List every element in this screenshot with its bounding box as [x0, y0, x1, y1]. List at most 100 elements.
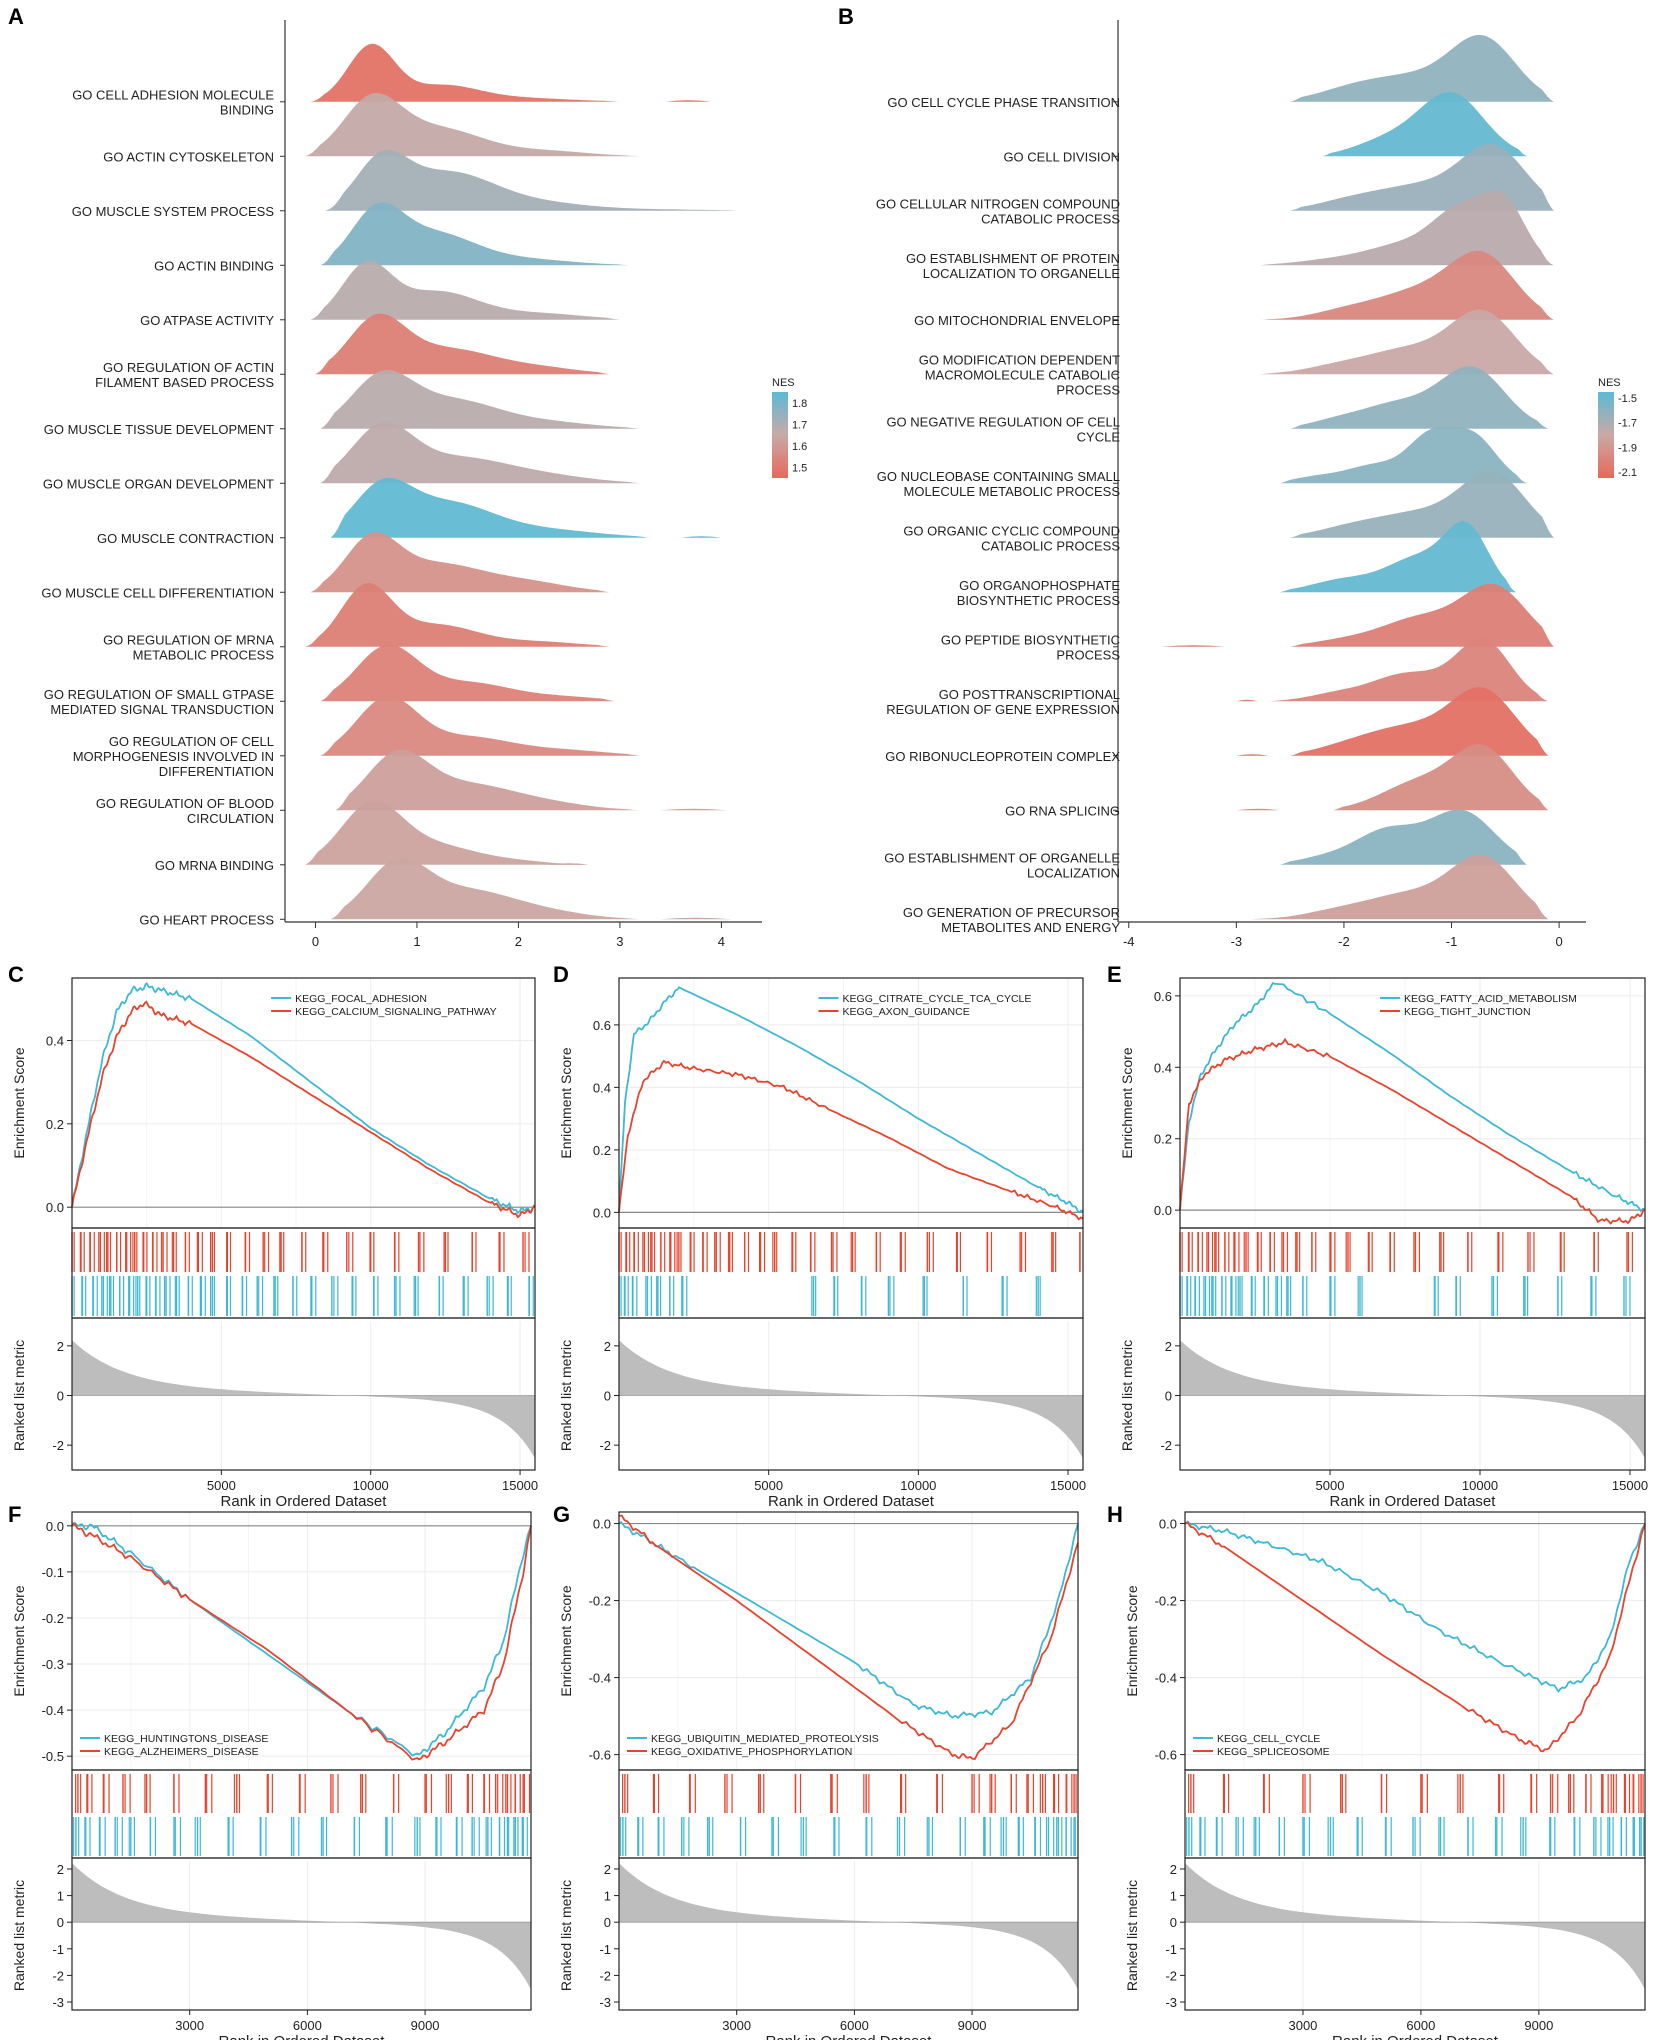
metric-axis-label: Ranked list metric [11, 1340, 27, 1451]
term-label-line: GO REGULATION OF BLOOD [96, 796, 274, 811]
metric-tick-label: 0 [604, 1389, 611, 1404]
x-tick-label: -3 [1231, 934, 1243, 949]
metric-tick-label: 0 [57, 1389, 64, 1404]
x-tick-label: -2 [1338, 934, 1350, 949]
es-curve [1184, 1520, 1646, 1694]
panel-background [72, 1512, 531, 2010]
metric-tick-label: -2 [52, 1438, 64, 1453]
ridge-density [320, 422, 641, 484]
x-tick-label: 15000 [1050, 1478, 1086, 1493]
legend-tick-label: 1.7 [792, 419, 807, 431]
term-label: GO PEPTIDE BIOSYNTHETIC PROCESS [941, 632, 1120, 662]
legend-label: KEGG_ALZHEIMERS_DISEASE [104, 1746, 259, 1758]
term-label-line: GO ATPASE ACTIVITY [140, 313, 274, 328]
gsea-panel-F: 0.0 -0.1 -0.2 -0.3 -0.4 -0.5 2 1 0 -1 -2 -3 3000 6000… [8, 1502, 532, 2040]
ridge-density [1322, 92, 1527, 157]
x-tick-label: 5000 [754, 1478, 783, 1493]
term-label-line: MORPHOGENESIS INVOLVED IN [73, 749, 274, 764]
x-tick-label: 5000 [1316, 1478, 1345, 1493]
term-label-line: GO REGULATION OF MRNA [103, 632, 274, 647]
y-tick-label: 0.2 [1154, 1132, 1172, 1147]
x-tick-label: 4 [718, 934, 725, 949]
metric-tick-label: -3 [52, 1995, 64, 2010]
y-tick-label: -0.4 [589, 1671, 611, 1686]
ranked-metric-area [72, 1863, 531, 1990]
term-label: GO ORGANIC CYCLIC COMPOUND CATABOLIC PROC… [903, 523, 1120, 553]
x-tick-label: 15000 [502, 1478, 538, 1493]
y-tick-label: 0.6 [593, 1018, 611, 1033]
metric-tick-label: 2 [1170, 1862, 1177, 1877]
x-tick-label: 10000 [1462, 1478, 1498, 1493]
es-axis-label: Enrichment Score [1124, 1585, 1140, 1696]
metric-tick-label: 2 [1165, 1339, 1172, 1354]
x-tick-label: 10000 [353, 1478, 389, 1493]
es-curve [618, 1521, 1079, 1719]
metric-tick-label: 2 [604, 1862, 611, 1877]
term-label-line: PROCESS [1056, 382, 1120, 397]
term-label-line: MOLECULE METABOLIC PROCESS [904, 484, 1121, 499]
nes-legend: NES 1.8 1.7 1.6 1.5 [772, 377, 807, 478]
x-axis-label: Rank in Ordered Dataset [221, 1493, 388, 1510]
legend-tick-label: 1.8 [792, 398, 807, 410]
term-label-line: CYCLE [1077, 429, 1121, 444]
term-label: GO MUSCLE SYSTEM PROCESS [72, 204, 275, 219]
term-label: GO REGULATION OF BLOOD CIRCULATION [96, 796, 274, 826]
term-label: GO ORGANOPHOSPHATE BIOSYNTHETIC PROCESS [957, 578, 1121, 608]
term-label-line: MACROMOLECULE CATABOLIC [925, 367, 1120, 382]
term-label-line: METABOLIC PROCESS [133, 647, 275, 662]
metric-tick-label: 1 [1170, 1889, 1177, 1904]
legend-label: KEGG_UBIQUITIN_MEDIATED_PROTEOLYSIS [651, 1733, 879, 1745]
term-label: GO ESTABLISHMENT OF ORGANELLE LOCALIZATIO… [884, 850, 1120, 880]
y-tick-label: -0.3 [42, 1657, 64, 1672]
metric-tick-label: 0 [57, 1915, 64, 1930]
y-tick-label: 0.0 [1154, 1203, 1172, 1218]
term-label-line: LOCALIZATION TO ORGANELLE [923, 266, 1121, 281]
y-tick-label: 0.0 [46, 1200, 64, 1215]
term-label: GO CELL ADHESION MOLECULE BINDING [72, 87, 274, 117]
ranked-metric-area [619, 1340, 1083, 1459]
metric-tick-label: -2 [1160, 1438, 1172, 1453]
metric-tick-label: -2 [1165, 1968, 1177, 1983]
metric-tick-label: -1 [52, 1942, 64, 1957]
es-axis-label: Enrichment Score [1119, 1047, 1135, 1158]
metric-tick-label: -1 [1165, 1942, 1177, 1957]
series-legend: KEGG_CITRATE_CYCLE_TCA_CYCLEKEGG_AXON_GU… [818, 993, 1031, 1018]
metric-axis-label: Ranked list metric [558, 1880, 574, 1991]
metric-axis-label: Ranked list metric [1119, 1340, 1135, 1451]
term-label: GO RIBONUCLEOPROTEIN COMPLEX [885, 749, 1120, 764]
y-tick-label: -0.6 [1155, 1748, 1177, 1763]
ridge-density [1279, 426, 1527, 484]
legend-tick-label: 1.5 [792, 462, 807, 474]
metric-frame [1179, 1317, 1646, 1471]
ridge-density [320, 644, 615, 702]
y-tick-label: 0.0 [593, 1517, 611, 1532]
term-label-line: CATABOLIC PROCESS [981, 211, 1120, 226]
ridge-density [330, 857, 641, 920]
ridge-tail [548, 863, 590, 865]
panel-letter: H [1107, 1502, 1123, 1527]
ridge-density [1279, 521, 1517, 593]
metric-frame [618, 1857, 1079, 2011]
x-tick-label: 2 [515, 934, 522, 949]
legend-tick-label: -1.9 [1618, 442, 1637, 454]
term-label-line: GO MUSCLE SYSTEM PROCESS [72, 204, 275, 219]
panel-letter: D [553, 962, 569, 987]
panel-background [1185, 1512, 1645, 2010]
es-curve [71, 982, 536, 1215]
term-label-line: GO MUSCLE CONTRACTION [97, 531, 274, 546]
term-label-line: CIRCULATION [187, 811, 274, 826]
ranked-metric-area [72, 1340, 535, 1459]
panel-letter: E [1107, 962, 1122, 987]
x-tick-label: 6000 [1406, 2018, 1435, 2033]
metric-frame [71, 1857, 532, 2011]
legend-tick-label: -2.1 [1618, 467, 1637, 479]
ridge-tail [1161, 645, 1226, 647]
ridge-density [1257, 190, 1554, 266]
ridge-tail [1236, 699, 1258, 702]
y-tick-label: -0.2 [42, 1611, 64, 1626]
term-label-line: GO RNA SPLICING [1005, 803, 1120, 818]
term-label-line: GO CELL CYCLE PHASE TRANSITION [887, 95, 1120, 110]
ridge-density [310, 43, 620, 102]
panel-letter: F [8, 1502, 21, 1527]
